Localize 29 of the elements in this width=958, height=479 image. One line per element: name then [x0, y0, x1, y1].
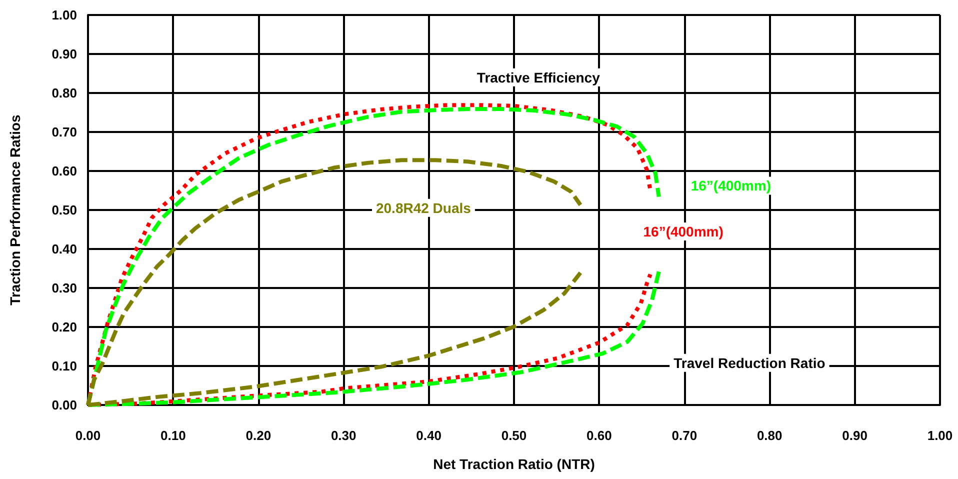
- y-axis-title: Traction Performance Ratios: [7, 114, 23, 306]
- x-tick-label: 0.90: [842, 428, 868, 443]
- x-tick-label: 0.40: [416, 428, 442, 443]
- x-tick-label: 0.80: [756, 428, 782, 443]
- y-tick-label: 0.50: [52, 202, 77, 218]
- y-tick-label: 0.40: [52, 242, 77, 256]
- text: 16”(400mm): [690, 178, 771, 194]
- x-tick-label: 0.70: [672, 428, 698, 443]
- y-tick-label: 0.80: [52, 86, 77, 100]
- x-tick-label: 1.00: [927, 428, 953, 443]
- y-tick-label: 0.70: [52, 124, 77, 140]
- text: 20.8R42 Duals: [376, 200, 472, 216]
- x-tick-label: 0.00: [75, 428, 101, 443]
- y-tick-label: 0.60: [52, 164, 77, 178]
- y-tick-label: 0.20: [52, 320, 77, 334]
- text: 16”(400mm): [643, 224, 724, 240]
- x-tick-label: 0.10: [160, 428, 186, 443]
- annotation: Tractive Efficiency: [476, 69, 600, 86]
- y-tick-label: 0.00: [52, 398, 77, 412]
- x-tick-label: 0.30: [330, 428, 356, 443]
- y-tick-label: 0.10: [52, 358, 77, 374]
- x-axis-title: Net Traction Ratio (NTR): [433, 456, 595, 472]
- y-tick-label: 1.00: [52, 8, 77, 22]
- annotation: Travel Reduction Ratio: [674, 354, 826, 371]
- x-tick-label: 0.20: [246, 428, 272, 443]
- y-tick-label: 0.90: [52, 46, 77, 62]
- y-tick-label: 0.30: [52, 280, 77, 296]
- x-tick-label: 0.60: [586, 428, 612, 443]
- x-tick-label: 0.50: [501, 428, 527, 443]
